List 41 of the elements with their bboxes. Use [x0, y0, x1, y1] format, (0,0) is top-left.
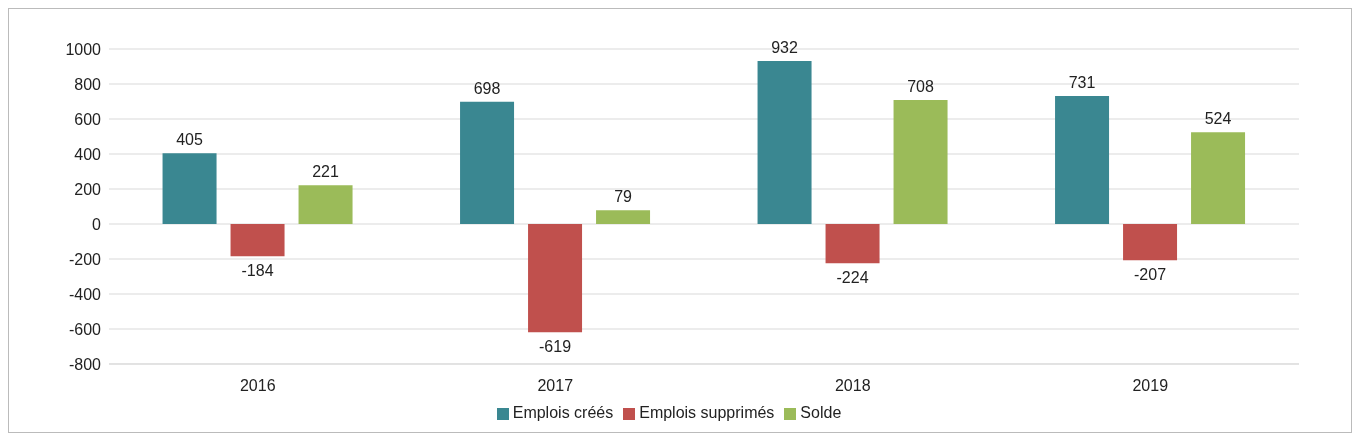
legend-label: Emplois supprimés — [639, 404, 775, 421]
y-tick-label: -600 — [68, 320, 102, 338]
legend-label: Solde — [800, 404, 842, 421]
legend-label: Emplois créés — [512, 404, 614, 421]
bar — [757, 60, 812, 224]
y-tick-label: -800 — [68, 355, 102, 373]
data-label: 708 — [907, 78, 934, 96]
data-label: 221 — [312, 163, 339, 181]
y-tick-label: 200 — [74, 180, 102, 198]
bar — [893, 100, 948, 224]
y-tick-label: 1000 — [65, 40, 102, 58]
y-tick-label: 600 — [74, 110, 102, 128]
x-tick-label: 2016 — [239, 377, 276, 395]
data-label: 524 — [1204, 110, 1232, 128]
bar — [596, 210, 651, 224]
bar — [460, 101, 515, 224]
bar — [825, 224, 880, 264]
data-label: -184 — [241, 262, 274, 280]
data-label: 405 — [176, 131, 203, 149]
bar — [162, 153, 217, 224]
bar — [1191, 132, 1246, 224]
y-tick-label: 800 — [74, 75, 102, 93]
x-tick-label: 2017 — [537, 377, 574, 395]
bar — [298, 185, 353, 224]
bar — [230, 224, 285, 257]
data-label: -207 — [1134, 266, 1167, 284]
y-tick-label: -400 — [68, 285, 102, 303]
data-label: 932 — [771, 38, 798, 56]
data-label: -619 — [539, 338, 572, 356]
data-label: 731 — [1068, 74, 1096, 92]
data-label: -224 — [836, 269, 869, 287]
x-tick-label: 2019 — [1132, 377, 1169, 395]
y-tick-label: 0 — [92, 215, 102, 233]
bar — [528, 224, 583, 333]
y-tick-label: 400 — [74, 145, 102, 163]
bar — [1055, 96, 1110, 224]
data-label: 79 — [614, 188, 633, 206]
bar — [1123, 224, 1178, 261]
data-label: 698 — [473, 79, 501, 97]
x-tick-label: 2018 — [834, 377, 871, 395]
y-tick-label: -200 — [68, 250, 102, 268]
